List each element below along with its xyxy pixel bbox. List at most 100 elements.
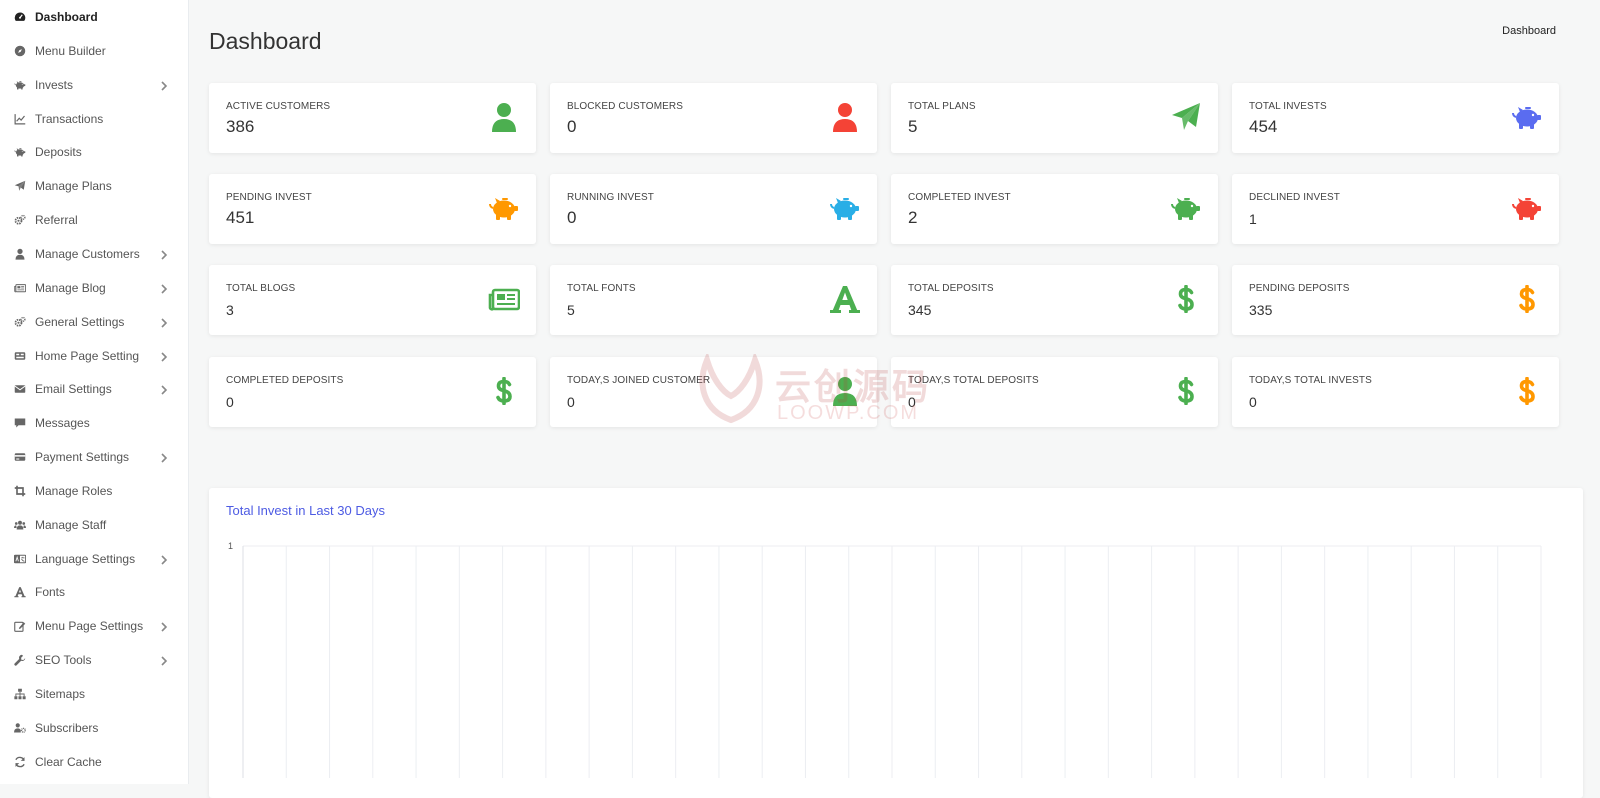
sidebar-item-manage-plans[interactable]: Manage Plans [0,169,188,203]
stat-card-label: DECLINED INVEST [1249,192,1340,203]
sidebar-item-dashboard[interactable]: Dashboard [0,0,188,34]
sidebar-item-seo-tools[interactable]: SEO Tools [0,643,188,677]
sidebar-item-label: Home Page Setting [35,348,140,363]
sidebar-item-label: Messages [35,416,90,431]
paper-plane-icon [1170,101,1202,133]
cogs-icon [13,213,27,227]
sidebar-item-manage-blog[interactable]: Manage Blog [0,271,188,305]
crop-icon [13,484,27,498]
breadcrumb[interactable]: Dashboard [1502,25,1556,37]
dollar-icon [1511,283,1543,315]
sidebar-item-label: Subscribers [35,720,99,735]
stat-card-value: 0 [226,394,234,410]
chevron-right-icon [158,350,170,362]
chevron-right-icon [158,654,170,666]
stat-card-pending-deposits: PENDING DEPOSITS 335 [1232,265,1559,335]
sidebar-item-label: Fonts [35,585,66,600]
sidebar-item-label: Transactions [35,111,104,126]
sidebar-item-manage-roles[interactable]: Manage Roles [0,474,188,508]
piggy-bank-icon [1511,101,1543,133]
sidebar-item-label: Manage Blog [35,280,106,295]
language-icon [13,552,27,566]
envelope-icon [13,382,27,396]
sidebar-item-manage-customers[interactable]: Manage Customers [0,237,188,271]
chevron-right-icon [158,316,170,328]
sidebar-item-label: Deposits [35,145,82,160]
stat-card-label: TODAY,S TOTAL INVESTS [1249,375,1372,386]
stat-card-value: 2 [908,208,918,227]
stat-card-value: 0 [1249,394,1257,410]
sidebar-item-fonts[interactable]: Fonts [0,575,188,609]
stat-card-label: COMPLETED DEPOSITS [226,375,344,386]
sidebar-item-referral[interactable]: Referral [0,203,188,237]
sidebar-item-menu-builder[interactable]: Menu Builder [0,34,188,68]
sidebar-item-invests[interactable]: Invests [0,68,188,102]
user-icon [829,101,861,133]
refresh-icon [13,755,27,769]
page-title: Dashboard [209,28,322,54]
stat-card-running-invest: RUNNING INVEST 0 [550,174,877,244]
sidebar-item-payment-settings[interactable]: Payment Settings [0,440,188,474]
stat-card-value: 5 [908,117,918,136]
piggy-bank-icon [488,192,520,224]
stat-card-pending-invest: PENDING INVEST 451 [209,174,536,244]
chevron-right-icon [158,383,170,395]
dollar-icon [488,375,520,407]
stat-card-value: 335 [1249,302,1273,318]
font-icon [829,283,861,315]
comment-icon [13,416,27,430]
stat-card-value: 0 [567,394,575,410]
sidebar-item-label: Menu Builder [35,43,106,58]
chart-y-tick-label: 1 [228,541,233,551]
user-icon [829,375,861,407]
sidebar-item-manage-staff[interactable]: Manage Staff [0,508,188,542]
cogs-icon [13,315,27,329]
sidebar: Dashboard Menu Builder Invests Transactions… [0,0,189,784]
sidebar-item-email-settings[interactable]: Email Settings [0,372,188,406]
stat-card-total-fonts: TOTAL FONTS 5 [550,265,877,335]
chevron-right-icon [158,553,170,565]
sidebar-item-menu-page-settings[interactable]: Menu Page Settings [0,609,188,643]
stat-card-value: 451 [226,208,255,227]
sidebar-item-deposits[interactable]: Deposits [0,135,188,169]
sidebar-item-label: Menu Page Settings [35,619,144,634]
sidebar-item-label: Manage Staff [35,517,107,532]
stat-card-value: 0 [567,208,577,227]
stat-card-label: RUNNING INVEST [567,192,654,203]
chevron-right-icon [158,620,170,632]
stat-card-label: ACTIVE CUSTOMERS [226,101,331,112]
sidebar-item-messages[interactable]: Messages [0,406,188,440]
sidebar-item-subscribers[interactable]: Subscribers [0,711,188,745]
users-icon [13,518,27,532]
sidebar-item-label: Manage Plans [35,179,112,194]
sidebar-item-language-settings[interactable]: Language Settings [0,542,188,576]
sidebar-item-sitemaps[interactable]: Sitemaps [0,677,188,711]
chart-title: Total Invest in Last 30 Days [226,503,385,518]
stat-card-label: TODAY,S TOTAL DEPOSITS [908,375,1039,386]
sidebar-item-transactions[interactable]: Transactions [0,102,188,136]
sidebar-item-general-settings[interactable]: General Settings [0,305,188,339]
piggy-bank-icon [829,192,861,224]
dollar-icon [1170,283,1202,315]
stat-card-total-plans: TOTAL PLANS 5 [891,83,1218,153]
sidebar-item-clear-cache[interactable]: Clear Cache [0,745,188,779]
sidebar-item-label: SEO Tools [35,653,92,668]
newspaper-icon [13,281,27,295]
stat-card-label: TOTAL DEPOSITS [908,283,994,294]
newspaper-icon [488,283,520,315]
sidebar-item-home-page-setting[interactable]: Home Page Setting [0,339,188,373]
stat-card-value: 0 [908,394,916,410]
sidebar-item-label: Referral [35,213,78,228]
paper-plane-icon [13,179,27,193]
piggy-bank-icon [1170,192,1202,224]
stat-card-label: TOTAL FONTS [567,283,636,294]
stat-card-total-deposits: TOTAL DEPOSITS 345 [891,265,1218,335]
user-icon [488,101,520,133]
stat-card-label: COMPLETED INVEST [908,192,1011,203]
dollar-icon [1511,375,1543,407]
dollar-icon [1170,375,1202,407]
stat-card-label: TODAY,S JOINED CUSTOMER [567,375,711,386]
piggy-bank-icon [1511,192,1543,224]
stat-card-today-s-total-invests: TODAY,S TOTAL INVESTS 0 [1232,357,1559,427]
sidebar-item-label: Payment Settings [35,450,130,465]
